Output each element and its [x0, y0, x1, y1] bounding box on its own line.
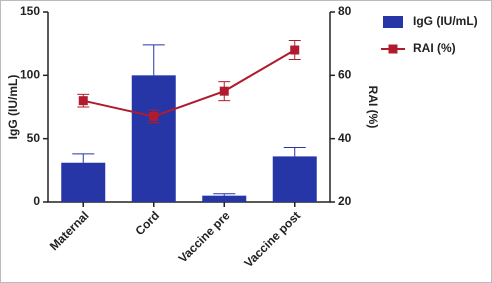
- y-tick-label: 100: [20, 68, 40, 82]
- y-tick-label: 150: [20, 4, 40, 18]
- y-tick-label: 50: [27, 131, 41, 145]
- marker: [78, 96, 88, 106]
- legend-marker: [388, 44, 398, 54]
- y2-tick-label: 80: [338, 4, 352, 18]
- bar: [131, 75, 176, 202]
- y2-tick-label: 60: [338, 68, 352, 82]
- y2-axis-label: RAI (%): [366, 86, 380, 129]
- y2-tick-label: 40: [338, 131, 352, 145]
- marker: [219, 86, 229, 96]
- marker: [290, 45, 300, 55]
- y-tick-label: 0: [33, 194, 40, 208]
- y-axis-label: IgG (IU/mL): [6, 75, 20, 140]
- legend-swatch: [383, 16, 403, 28]
- legend-label: IgG (IU/mL): [413, 14, 478, 28]
- line: [83, 49, 296, 118]
- legend-label: RAI (%): [413, 41, 456, 55]
- bar: [61, 162, 106, 202]
- bar: [272, 156, 317, 202]
- axes: [47, 12, 331, 203]
- marker: [149, 112, 159, 121]
- y2-tick-label: 20: [338, 194, 352, 208]
- bar: [202, 195, 247, 202]
